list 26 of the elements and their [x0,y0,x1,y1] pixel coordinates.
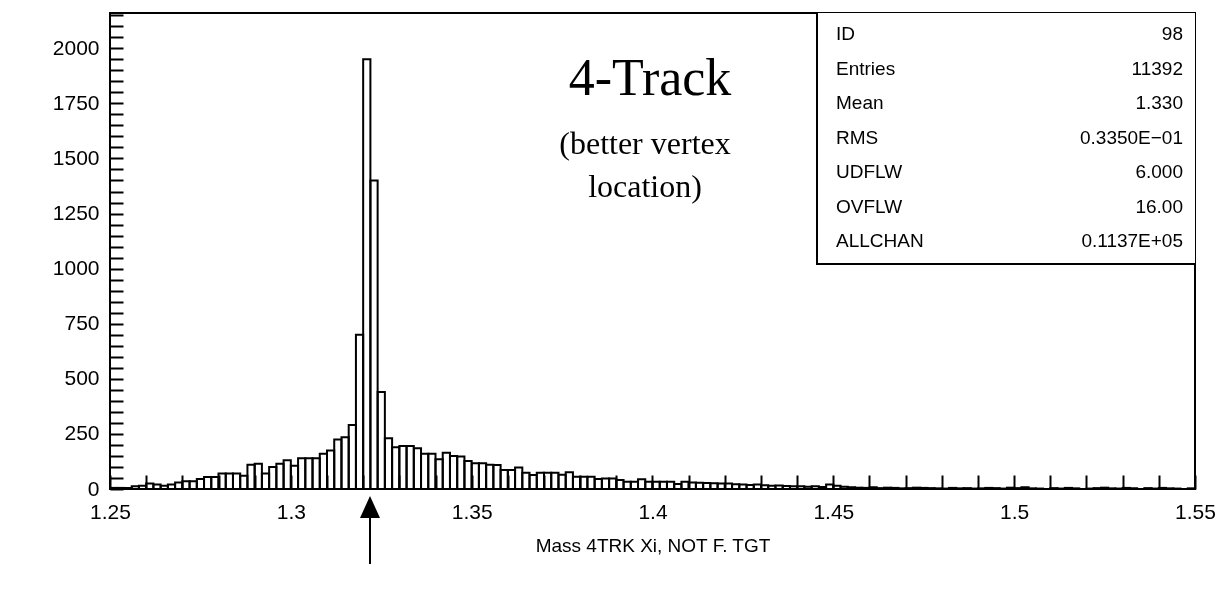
y-tick-label: 250 [64,421,100,445]
text: RMS 0.3350E−01 [836,126,1183,148]
x-tick-label: 1.35 [451,499,493,523]
text: OVFLW 16.00 [836,195,1183,217]
text: Mean 1.330 [836,92,1183,113]
x-axis-title: Mass 4TRK Xi, NOT F. TGT [535,534,771,556]
x-tick-label: 1.45 [813,499,855,523]
y-tick-label: 1750 [52,90,100,114]
x-tick-label: 1.5 [1000,499,1030,523]
x-tick-label: 1.3 [276,499,306,523]
text: ID 98 [836,23,1183,44]
y-tick-label: 500 [64,366,100,390]
x-tick-label: 1.25 [90,499,131,523]
y-tick-label: 750 [64,311,100,335]
text: Entries 11392 [836,57,1183,79]
y-tick-label: 1250 [52,201,100,225]
text: UDFLW 6.000 [836,161,1183,182]
y-tick-label: 1500 [52,145,100,169]
x-tick-label: 1.55 [1175,499,1216,523]
text: ALLCHAN 0.1137E+05 [836,230,1183,251]
text: 4-Track [567,48,733,107]
text: (better vertex location) [558,124,732,207]
y-tick-label: 2000 [52,35,100,59]
x-tick-label: 1.4 [638,499,668,523]
y-tick-label: 0 [87,476,100,500]
y-tick-label: 1000 [52,256,100,280]
